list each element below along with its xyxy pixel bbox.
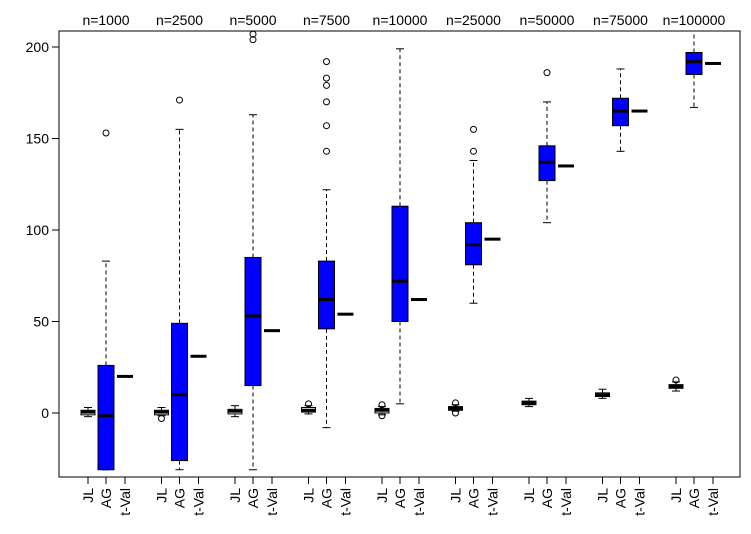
- group-label: n=2500: [156, 12, 203, 28]
- box-group: n=2500 JL AG t-Val: [154, 12, 207, 516]
- box: [391, 205, 409, 323]
- box-group: n=75000 JL AG t-Val: [593, 12, 648, 516]
- x-tick-label: t-Val: [558, 488, 574, 516]
- x-tick-label: AG: [466, 488, 482, 508]
- x-tick-label: JL: [448, 488, 464, 503]
- box-group: n=25000 JL AG t-Val: [446, 12, 501, 516]
- x-tick-label: AG: [98, 488, 114, 508]
- box-group: n=7500 JL AG t-Val: [301, 12, 354, 516]
- ag-box: [244, 30, 262, 471]
- x-tick-label: t-Val: [264, 488, 280, 516]
- box-group: n=10000 JL AG t-Val: [373, 12, 428, 516]
- x-tick-label: t-Val: [632, 488, 648, 516]
- jl-box: [668, 376, 684, 392]
- outlier-point: [305, 400, 312, 408]
- y-tick-label: 0: [41, 405, 49, 421]
- ag-box: [97, 129, 115, 471]
- jl-box: [301, 400, 316, 415]
- outlier-point: [378, 412, 386, 420]
- outlier-point: [378, 401, 386, 409]
- x-tick-label: JL: [668, 488, 684, 503]
- outlier-point: [323, 122, 330, 130]
- x-tick-label: t-Val: [191, 488, 207, 516]
- box: [97, 364, 115, 471]
- box-group: n=5000 JL AG t-Val: [227, 12, 280, 516]
- x-tick-label: JL: [301, 488, 317, 503]
- group-label: n=25000: [446, 12, 501, 28]
- x-tick-label: AG: [245, 488, 261, 508]
- x-tick-label: AG: [172, 488, 188, 508]
- x-tick-label: AG: [613, 488, 629, 508]
- y-tick-label: 50: [33, 314, 49, 330]
- x-tick-label: JL: [227, 488, 243, 503]
- jl-box: [595, 388, 610, 399]
- outlier-point: [102, 129, 110, 137]
- y-tick-label: 200: [26, 39, 50, 55]
- ag-box: [171, 96, 188, 471]
- box: [685, 51, 703, 75]
- box-group: n=100000 JL AG t-Val: [663, 12, 726, 516]
- outlier-point: [323, 98, 330, 106]
- outlier-point: [323, 147, 330, 155]
- ag-box: [538, 69, 556, 224]
- outlier-point: [672, 376, 680, 384]
- jl-box: [521, 397, 537, 408]
- jl-box: [154, 407, 169, 422]
- x-tick-label: AG: [319, 488, 335, 508]
- jl-box: [227, 405, 243, 418]
- x-tick-label: JL: [521, 488, 537, 503]
- outlier-point: [470, 125, 477, 133]
- outlier-point: [452, 399, 459, 407]
- y-axis: 0 50 100 150 200: [26, 39, 60, 421]
- group-label: n=10000: [373, 12, 428, 28]
- outlier-point: [323, 58, 330, 66]
- ag-box: [612, 68, 629, 152]
- outlier-point: [323, 74, 330, 82]
- x-tick-label: t-Val: [705, 488, 721, 516]
- group-label: n=75000: [593, 12, 648, 28]
- box: [171, 322, 188, 462]
- x-tick-label: AG: [392, 488, 408, 508]
- outlier-point: [452, 409, 459, 417]
- jl-box: [374, 401, 390, 420]
- outlier-point: [470, 147, 477, 155]
- x-tick-label: t-Val: [411, 488, 427, 516]
- ag-box: [391, 48, 409, 405]
- box: [244, 256, 262, 387]
- x-tick-label: JL: [595, 488, 611, 503]
- outlier-point: [323, 81, 330, 89]
- x-tick-label: t-Val: [117, 488, 133, 516]
- ag-box: [685, 30, 703, 108]
- group-label: n=100000: [663, 12, 726, 28]
- group-label: n=5000: [229, 12, 276, 28]
- outlier-point: [249, 36, 257, 44]
- box-group: n=50000 JL AG t-Val: [520, 12, 575, 516]
- jl-box: [448, 399, 463, 417]
- jl-box: [80, 407, 96, 418]
- box-group: n=1000 JL AG t-Val: [80, 12, 133, 516]
- box: [318, 260, 335, 330]
- x-tick-label: JL: [374, 488, 390, 503]
- outlier-point: [176, 96, 183, 104]
- y-tick-label: 150: [26, 131, 50, 147]
- group-label: n=1000: [82, 12, 129, 28]
- outlier-point: [543, 69, 551, 77]
- group-label: n=50000: [520, 12, 575, 28]
- ag-box: [318, 58, 335, 429]
- x-tick-label: t-Val: [485, 488, 501, 516]
- x-tick-label: AG: [539, 488, 555, 508]
- y-tick-label: 100: [26, 222, 50, 238]
- x-tick-label: t-Val: [338, 488, 354, 516]
- x-tick-label: JL: [154, 488, 170, 503]
- outlier-point: [158, 414, 165, 422]
- group-label: n=7500: [303, 12, 350, 28]
- ag-box: [465, 125, 482, 304]
- x-tick-label: JL: [80, 488, 96, 503]
- x-tick-label: AG: [686, 488, 702, 508]
- outlier-point: [249, 30, 257, 38]
